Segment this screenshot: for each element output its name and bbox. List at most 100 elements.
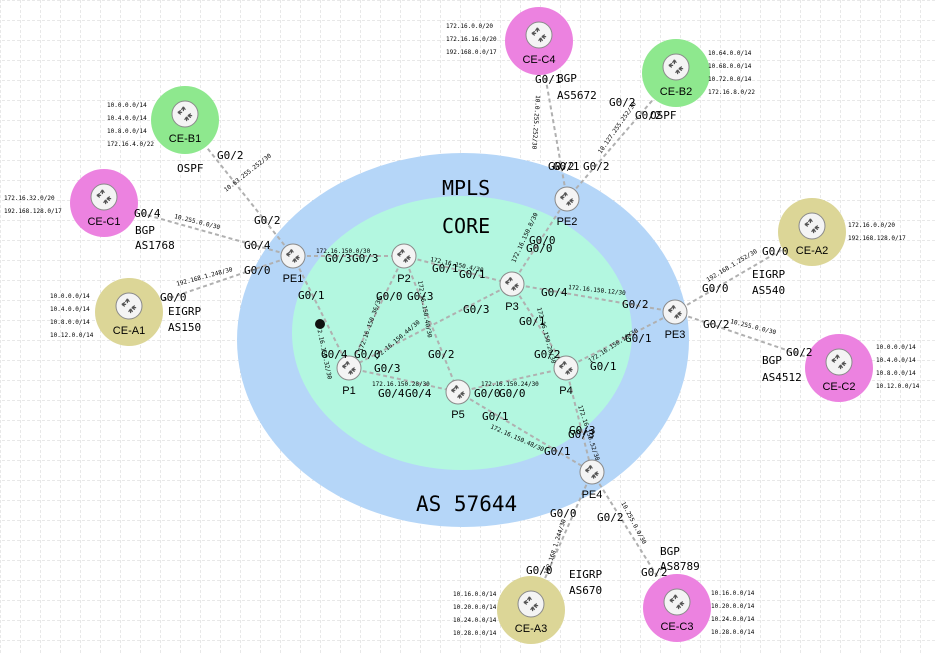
routers-layer: PE1 PE2 PE3 PE4 P1 P2 P3 P4 P5 CE-A1 CE-A2 CE-A3 CE-… [70, 7, 873, 644]
interface-label: G0/0 [376, 290, 403, 303]
router-p3[interactable]: P3 [499, 271, 525, 313]
prefix-item: 10.24.0.0/14 [711, 616, 755, 623]
protocol-label: AS150 [168, 321, 201, 334]
router-ce-a3[interactable]: CE-A3 [497, 576, 565, 644]
router-ce-b2[interactable]: CE-B2 [642, 39, 710, 107]
interface-label: G0/1 [535, 73, 562, 86]
interface-label: G0/0 [762, 245, 789, 258]
router-icon [171, 100, 199, 128]
router-p4[interactable]: P4 [553, 355, 579, 397]
subnet-label: 10.0.255.252/30 [530, 95, 541, 150]
router-p5[interactable]: P5 [445, 379, 471, 421]
protocol-label: BGP [557, 72, 577, 85]
interface-label: G0/1 [432, 262, 459, 275]
interface-label: G0/4 [405, 387, 432, 400]
prefix-item: 172.16.16.0/20 [446, 36, 497, 43]
prefix-item: 10.8.0.0/14 [876, 370, 916, 377]
protocol-label: AS8789 [660, 560, 700, 573]
interface-label: G0/2 [622, 298, 649, 311]
prefix-item: 192.168.0.0/17 [446, 49, 497, 56]
router-label: P1 [342, 385, 355, 397]
interface-label: G0/2 [609, 96, 636, 109]
protocol-label: OSPF [177, 162, 204, 175]
link-p5-p4 [457, 367, 567, 393]
router-icon [336, 355, 362, 381]
router-pe2[interactable]: PE2 [554, 186, 580, 228]
router-ce-b1[interactable]: CE-B1 [151, 86, 219, 154]
interface-label: G0/0 [529, 234, 556, 247]
interface-label: G0/3 [568, 428, 595, 441]
prefix-lists: 10.0.0.0/14 10.4.0.0/14 10.8.0.0/14 172.… [4, 23, 920, 637]
link-p5-pe4 [457, 391, 593, 473]
router-ce-c4[interactable]: CE-C4 [505, 7, 573, 75]
interface-label: G0/1 [590, 360, 617, 373]
protocol-label: AS4512 [762, 371, 802, 384]
interface-label: G0/0 [474, 387, 501, 400]
link-p3-p4 [511, 283, 567, 369]
interface-label: G0/0 [702, 282, 729, 295]
interface-label: G0/2 [254, 214, 281, 227]
router-icon [662, 299, 688, 325]
router-pe4[interactable]: PE4 [579, 459, 605, 501]
protocol-label: EIGRP [752, 268, 785, 281]
link-pe3-cec2 [674, 311, 840, 369]
link-p3-p1 [348, 283, 513, 369]
router-ce-a2[interactable]: CE-A2 [778, 198, 846, 266]
link-p4-pe4 [565, 367, 593, 473]
router-p1[interactable]: P1 [336, 355, 362, 397]
link-p2-p3 [403, 255, 513, 285]
interface-label: G0/3 [569, 424, 596, 437]
router-ce-a1[interactable]: CE-A1 [95, 278, 163, 346]
interface-label: G0/4 [244, 239, 271, 252]
router-icon [445, 379, 471, 405]
link-p1-p5 [348, 367, 459, 393]
router-icon [90, 183, 118, 211]
prefix-item: 10.16.0.0/14 [453, 591, 497, 598]
link-pe3-cea2 [674, 231, 813, 313]
prefix-item: 10.12.0.0/14 [876, 383, 920, 390]
as-label: AS 57644 [416, 492, 517, 516]
prefix-item: 10.28.0.0/14 [453, 630, 497, 637]
protocol-label: EIGRP [168, 305, 201, 318]
router-label: CE-C1 [87, 216, 120, 228]
interface-label: G0/3 [374, 362, 401, 375]
router-ce-c3[interactable]: CE-C3 [643, 574, 711, 642]
router-pe1[interactable]: PE1 [280, 243, 306, 285]
prefix-item: 10.28.0.0/14 [711, 629, 755, 636]
router-icon [115, 292, 143, 320]
prefix-item: 10.8.0.0/14 [50, 319, 90, 326]
subnet-label: 172.16.150.24/30 [481, 381, 539, 388]
prefix-item: 10.24.0.0/14 [453, 617, 497, 624]
prefix-item: 192.168.128.0/17 [4, 208, 62, 215]
interface-label: G0/0 [160, 291, 187, 304]
protocol-label: BGP [135, 224, 155, 237]
router-pe3[interactable]: PE3 [662, 299, 688, 341]
router-label: CE-C2 [822, 381, 855, 393]
mpls-label: MPLS [442, 176, 490, 200]
interface-label: G0/4 [378, 387, 405, 400]
link-pe1-ceb1 [184, 119, 294, 257]
router-icon [499, 271, 525, 297]
router-label: P4 [559, 385, 572, 397]
protocol-label: BGP [762, 354, 782, 367]
interface-label: G0/1 [298, 289, 325, 302]
link-p2-p5 [403, 255, 459, 393]
router-ce-c1[interactable]: CE-C1 [70, 169, 138, 237]
router-icon [280, 243, 306, 269]
interface-label: G0/4 [321, 348, 348, 361]
prefix-item: 172.16.0.0/20 [446, 23, 493, 30]
router-label: CE-A3 [515, 623, 547, 635]
protocol-labels: OSPF BGP AS1768 EIGRP AS150 BGP AS5672 O… [135, 72, 802, 597]
router-icon [662, 53, 690, 81]
subnet-label: 172.16.150.0/30 [316, 248, 371, 255]
router-p2[interactable]: P2 [391, 243, 417, 285]
interface-label: G0/2 [597, 511, 624, 524]
protocol-label: AS1768 [135, 239, 175, 252]
interface-label: G0/1 [625, 332, 652, 345]
router-ce-c2[interactable]: CE-C2 [805, 334, 873, 402]
router-icon [525, 21, 553, 49]
interface-label: G0/1 [519, 315, 546, 328]
interface-label: G0/2 [548, 160, 575, 173]
router-label: CE-C3 [660, 621, 693, 633]
